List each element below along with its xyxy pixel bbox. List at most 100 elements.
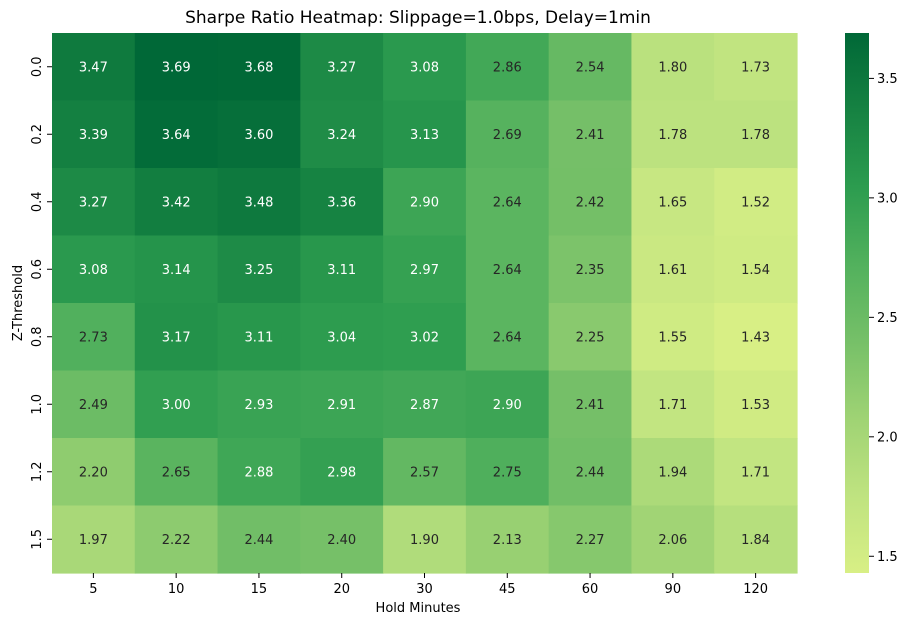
heatmap-cell [714, 505, 798, 574]
heatmap-cell [548, 438, 633, 507]
heatmap-cell [300, 100, 384, 169]
heatmap-cell [134, 438, 219, 507]
cell-value-label: 2.35 [576, 263, 605, 278]
cell-value-label: 2.44 [244, 533, 273, 548]
cell-value-label: 3.02 [410, 330, 439, 345]
heatmap-cell [631, 100, 715, 169]
cell-value-label: 2.75 [493, 465, 522, 480]
y-tick-label: 0.2 [30, 124, 45, 145]
heatmap-cell [714, 303, 798, 372]
heatmap-cell [300, 505, 384, 574]
heatmap-cell [714, 100, 798, 169]
y-tick-label: 0.4 [30, 191, 45, 212]
heatmap-cell [52, 235, 136, 304]
heatmap-cell [383, 303, 467, 372]
cell-value-label: 3.68 [244, 60, 273, 75]
y-tick-label: 0.6 [30, 259, 45, 280]
heatmap-cell [300, 370, 384, 439]
y-tick-label: 1.0 [30, 394, 45, 415]
cell-value-label: 2.13 [493, 533, 522, 548]
cell-value-label: 2.40 [327, 533, 356, 548]
heatmap-cell [52, 370, 136, 439]
heatmap-cell [383, 370, 467, 439]
cell-value-label: 3.60 [244, 128, 273, 143]
heatmap-cell [134, 168, 219, 237]
heatmap-cell [134, 33, 219, 102]
heatmap-cell [631, 33, 715, 102]
x-tick-label: 90 [665, 582, 682, 597]
x-tick-label: 10 [168, 582, 185, 597]
heatmap-cell [631, 235, 715, 304]
heatmap-cell [714, 235, 798, 304]
y-axis: 0.0 0.2 0.4 0.6 0.8 1.0 1.2 1.5 [30, 56, 52, 550]
cell-value-label: 3.25 [244, 263, 273, 278]
cell-value-label: 3.13 [410, 128, 439, 143]
cell-value-label: 3.14 [162, 263, 191, 278]
heatmap-cell [217, 438, 301, 507]
x-axis-label: Hold Minutes [376, 601, 461, 616]
heatmap-cell [383, 168, 467, 237]
heatmap-cell [631, 370, 715, 439]
heatmap-cell [383, 235, 467, 304]
cell-value-label: 2.98 [327, 465, 356, 480]
cell-value-label: 2.88 [244, 465, 273, 480]
cell-value-label: 3.24 [327, 128, 356, 143]
heatmap-cell [548, 235, 633, 304]
heatmap-cell [134, 505, 219, 574]
chart-title: Sharpe Ratio Heatmap: Slippage=1.0bps, D… [185, 8, 651, 28]
heatmap-cell [465, 235, 550, 304]
heatmap-cell [548, 505, 633, 574]
cell-value-label: 2.86 [493, 60, 522, 75]
cell-value-label: 3.69 [162, 60, 191, 75]
heatmap-cell [548, 100, 633, 169]
heatmap-cell [217, 33, 301, 102]
heatmap-cell [300, 168, 384, 237]
cell-value-label: 3.39 [79, 128, 108, 143]
cell-value-label: 3.42 [162, 195, 191, 210]
cell-value-label: 2.20 [79, 465, 108, 480]
x-axis: 5 10 15 20 30 45 60 90 120 [89, 573, 768, 597]
x-tick-label: 15 [251, 582, 268, 597]
cell-value-label: 2.97 [410, 263, 439, 278]
heatmap-cell [465, 303, 550, 372]
cell-value-label: 1.80 [658, 60, 687, 75]
cell-value-label: 3.04 [327, 330, 356, 345]
heatmap-cell [217, 505, 301, 574]
heatmap-cell [631, 303, 715, 372]
cell-value-label: 1.65 [658, 195, 687, 210]
cell-value-label: 3.64 [162, 128, 191, 143]
heatmap-cell [548, 303, 633, 372]
heatmap-cell [383, 100, 467, 169]
cell-value-label: 3.11 [244, 330, 273, 345]
colorbar-tick-label: 1.5 [877, 550, 898, 565]
y-tick-label: 1.2 [30, 461, 45, 482]
heatmap-cell [383, 33, 467, 102]
cell-value-label: 2.93 [244, 398, 273, 413]
heatmap-cell [714, 33, 798, 102]
heatmap-cell [134, 303, 219, 372]
cell-value-label: 1.84 [741, 533, 770, 548]
heatmap-cell [300, 303, 384, 372]
heatmap-cell [383, 438, 467, 507]
cell-value-label: 1.71 [658, 398, 687, 413]
x-tick-label: 5 [89, 582, 97, 597]
heatmap-cell [52, 505, 136, 574]
heatmap-value-labels: 3.47 3.69 3.68 3.27 3.08 2.86 2.54 1.80 1.73 3.39… [79, 60, 770, 548]
heatmap-cell [548, 168, 633, 237]
cell-value-label: 2.25 [576, 330, 605, 345]
y-axis-label: Z-Threshold [11, 265, 26, 341]
heatmap-cell [714, 438, 798, 507]
cell-value-label: 1.71 [741, 465, 770, 480]
heatmap-cell [300, 235, 384, 304]
x-tick-label: 20 [333, 582, 350, 597]
cell-value-label: 2.57 [410, 465, 439, 480]
colorbar: 1.5 2.0 2.5 3.0 3.5 [845, 33, 898, 573]
heatmap-cells [52, 33, 798, 574]
cell-value-label: 3.08 [410, 60, 439, 75]
heatmap-cell [217, 168, 301, 237]
cell-value-label: 1.43 [741, 330, 770, 345]
heatmap-cell [52, 168, 136, 237]
colorbar-tick-label: 3.0 [877, 191, 898, 206]
cell-value-label: 1.97 [79, 533, 108, 548]
